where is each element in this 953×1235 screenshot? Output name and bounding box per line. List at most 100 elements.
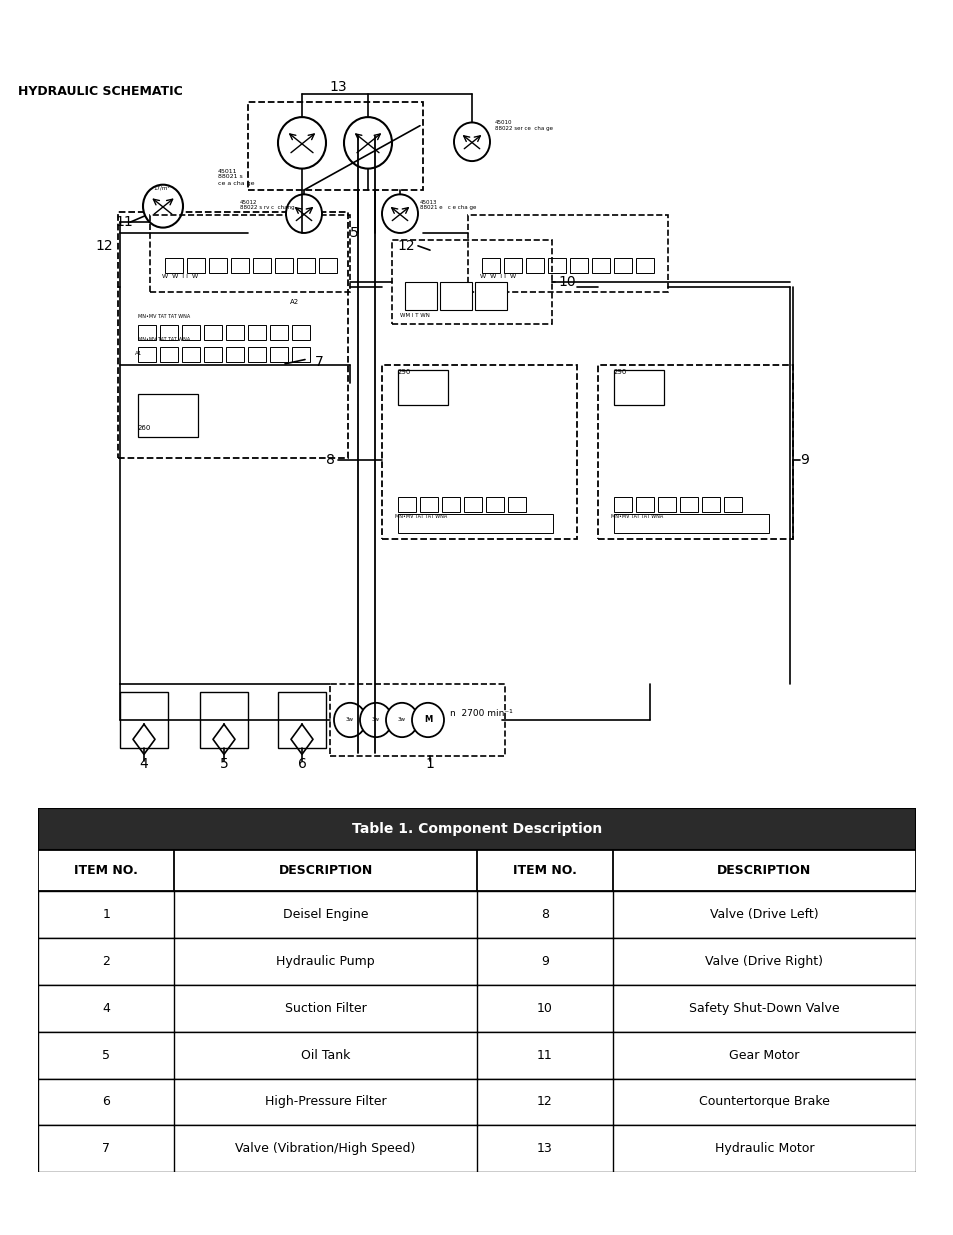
Text: Valve (Vibration/High Speed): Valve (Vibration/High Speed) xyxy=(235,1142,416,1155)
Bar xyxy=(381,364,577,538)
Text: Suction Filter: Suction Filter xyxy=(284,1002,366,1015)
Circle shape xyxy=(386,703,417,737)
Bar xyxy=(204,347,222,362)
Text: 10: 10 xyxy=(537,1002,553,1015)
Bar xyxy=(439,283,472,310)
Text: Table 1. Component Description: Table 1. Component Description xyxy=(352,821,601,836)
Bar xyxy=(598,364,792,538)
Text: 7: 7 xyxy=(314,354,323,369)
Bar xyxy=(270,347,288,362)
Text: 45011
88021 s: 45011 88021 s xyxy=(218,169,242,179)
Text: W  W  I I  W: W W I I W xyxy=(162,274,198,279)
Bar xyxy=(481,258,499,273)
Bar xyxy=(592,258,609,273)
Text: Hydraulic Motor: Hydraulic Motor xyxy=(714,1142,813,1155)
Bar xyxy=(182,347,200,362)
Text: Gear Motor: Gear Motor xyxy=(728,1049,799,1062)
Text: 13: 13 xyxy=(329,79,347,94)
Bar xyxy=(274,258,293,273)
Text: M: M xyxy=(423,715,432,725)
Text: 8: 8 xyxy=(540,909,548,921)
Bar xyxy=(636,258,654,273)
Text: A1: A1 xyxy=(135,351,142,356)
Bar xyxy=(614,496,631,511)
Bar xyxy=(182,325,200,340)
Bar xyxy=(38,892,915,939)
Text: MN•MV TAT TAT WNA: MN•MV TAT TAT WNA xyxy=(395,514,447,519)
Bar xyxy=(165,258,183,273)
Text: Safety Shut-Down Valve: Safety Shut-Down Valve xyxy=(688,1002,839,1015)
Bar xyxy=(296,258,314,273)
Bar xyxy=(547,258,565,273)
Text: Oil Tank: Oil Tank xyxy=(300,1049,350,1062)
Text: 7: 7 xyxy=(102,1142,110,1155)
Text: 45012
88022 s rv c  chang: 45012 88022 s rv c chang xyxy=(240,200,294,210)
Text: 11: 11 xyxy=(537,1049,553,1062)
Bar xyxy=(614,258,631,273)
Bar xyxy=(248,347,266,362)
Bar xyxy=(150,215,350,291)
Circle shape xyxy=(412,703,443,737)
Text: Valve (Drive Left): Valve (Drive Left) xyxy=(709,909,818,921)
Text: 5: 5 xyxy=(102,1049,110,1062)
Text: 45013
88021 e   c e cha ge: 45013 88021 e c e cha ge xyxy=(419,200,476,210)
Text: 17/m¹: 17/m¹ xyxy=(152,185,170,190)
Text: 1: 1 xyxy=(102,909,110,921)
Circle shape xyxy=(286,194,322,233)
Bar xyxy=(614,514,768,534)
Bar xyxy=(38,808,915,850)
Text: 3w: 3w xyxy=(346,718,354,722)
Text: P33/24 HHM-HHMR — HYDRAULIC SCHEMATIC: P33/24 HHM-HHMR — HYDRAULIC SCHEMATIC xyxy=(210,22,743,42)
Circle shape xyxy=(381,194,417,233)
Text: MN•MV TAT TAT WNA: MN•MV TAT TAT WNA xyxy=(610,514,662,519)
Text: 6: 6 xyxy=(297,757,306,771)
Bar xyxy=(292,347,310,362)
Text: 290: 290 xyxy=(397,368,411,374)
Circle shape xyxy=(143,185,183,227)
Bar xyxy=(277,692,326,748)
Text: 9: 9 xyxy=(800,453,808,467)
Text: High-Pressure Filter: High-Pressure Filter xyxy=(265,1095,386,1108)
Bar xyxy=(292,325,310,340)
Text: Valve (Drive Right): Valve (Drive Right) xyxy=(704,955,822,968)
Bar xyxy=(397,370,448,405)
Circle shape xyxy=(359,703,392,737)
Text: 4: 4 xyxy=(139,757,149,771)
Bar xyxy=(248,325,266,340)
Text: 3w: 3w xyxy=(397,718,406,722)
Text: MN•MV TAT TAT WNA: MN•MV TAT TAT WNA xyxy=(138,314,190,319)
Text: 5: 5 xyxy=(219,757,228,771)
Bar xyxy=(475,283,506,310)
Circle shape xyxy=(334,703,366,737)
Bar xyxy=(397,496,416,511)
Bar xyxy=(226,325,244,340)
Text: P33/24 HHM-HHMR — PARTS MANUAL — REV. #0 (03/10/06) — PAGE 80: P33/24 HHM-HHMR — PARTS MANUAL — REV. #0… xyxy=(229,1200,724,1213)
Bar xyxy=(525,258,543,273)
Text: 12: 12 xyxy=(397,238,415,253)
Text: 3w: 3w xyxy=(372,718,379,722)
Bar xyxy=(397,514,553,534)
Bar xyxy=(38,939,915,986)
Bar xyxy=(636,496,654,511)
Circle shape xyxy=(277,117,326,169)
Text: 12: 12 xyxy=(95,238,112,253)
Text: 11: 11 xyxy=(115,215,132,230)
Text: DESCRIPTION: DESCRIPTION xyxy=(278,864,373,877)
Bar xyxy=(270,325,288,340)
Bar xyxy=(209,258,227,273)
Text: 12: 12 xyxy=(537,1095,553,1108)
Bar xyxy=(405,283,436,310)
Text: Deisel Engine: Deisel Engine xyxy=(282,909,368,921)
Text: 5: 5 xyxy=(349,226,358,240)
Text: 13: 13 xyxy=(537,1142,553,1155)
Text: 8: 8 xyxy=(326,453,335,467)
Text: 9: 9 xyxy=(540,955,548,968)
Text: Hydraulic Pump: Hydraulic Pump xyxy=(276,955,375,968)
Text: 45010
88022 ser ce  cha ge: 45010 88022 ser ce cha ge xyxy=(495,120,553,131)
Text: A2: A2 xyxy=(290,299,299,305)
Bar xyxy=(38,850,915,892)
Text: 10: 10 xyxy=(558,275,575,289)
Bar xyxy=(463,496,481,511)
Text: ce a cha ge: ce a cha ge xyxy=(218,182,254,186)
Bar xyxy=(187,258,205,273)
